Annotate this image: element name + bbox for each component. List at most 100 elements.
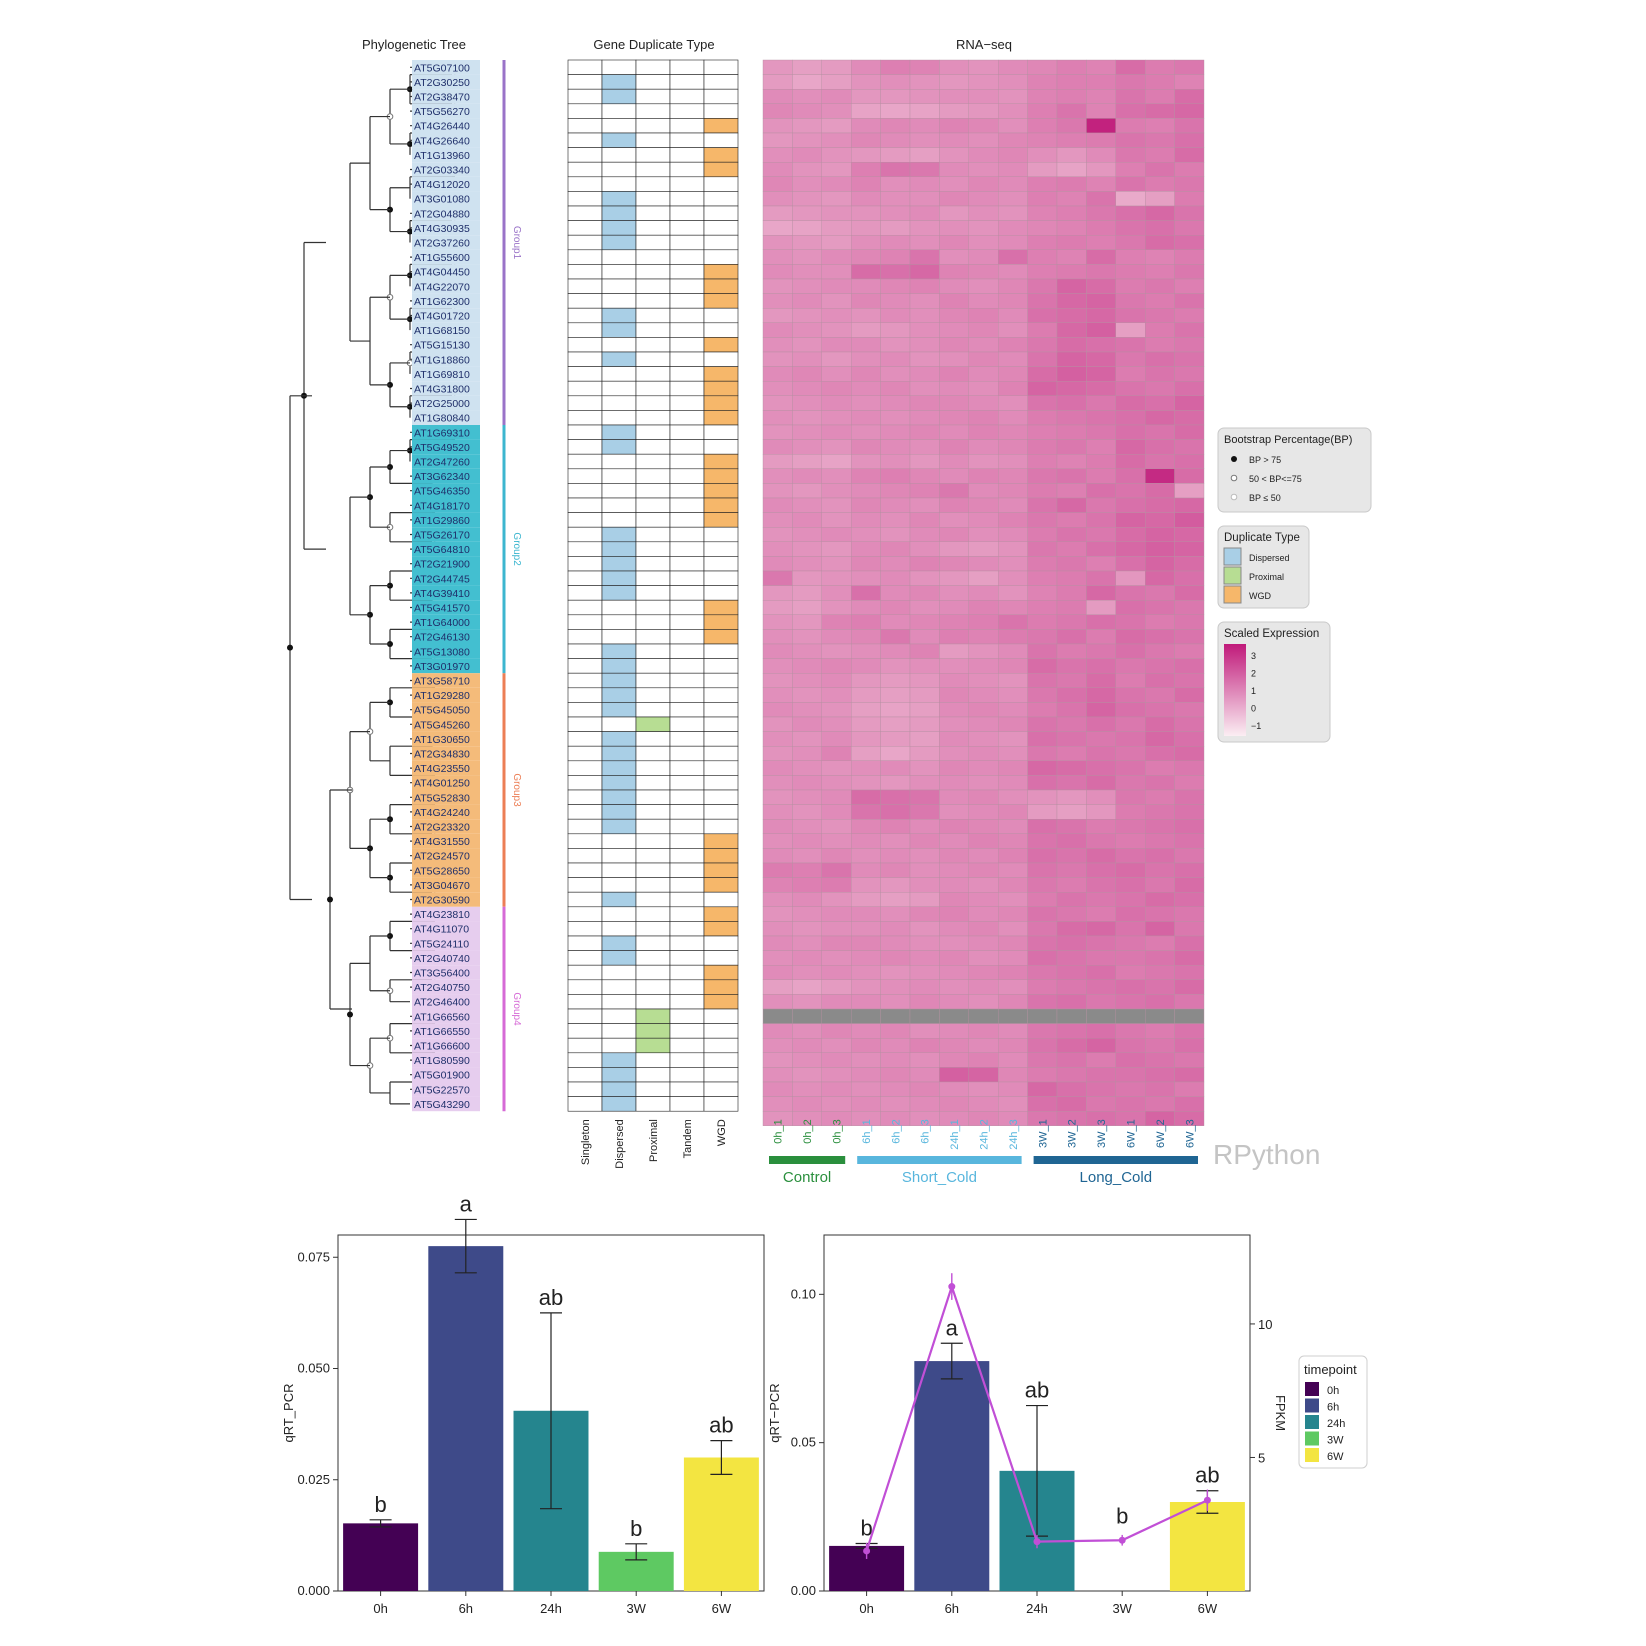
heat-cell xyxy=(1056,687,1087,703)
heat-cell xyxy=(1086,877,1117,893)
heat-cell xyxy=(1174,454,1205,470)
dup-cell xyxy=(703,570,739,586)
heat-cell xyxy=(792,892,823,908)
heat-cell xyxy=(851,819,881,835)
heat-cell xyxy=(1086,88,1117,104)
gene-label: AT5G13080 xyxy=(414,646,470,658)
bootstrap-legend-entry: BP ≤ 50 xyxy=(1249,493,1281,503)
heat-cell xyxy=(880,410,911,426)
heat-cell xyxy=(1144,994,1175,1010)
heat-cell xyxy=(1086,132,1117,148)
heat-cell xyxy=(762,673,793,689)
heat-cell xyxy=(1144,687,1175,703)
dup-cell xyxy=(635,862,671,878)
dup-cell xyxy=(635,191,671,207)
heat-cell xyxy=(1174,527,1205,543)
heat-cell xyxy=(762,410,793,426)
heat-cell xyxy=(998,264,1028,280)
heat-cell xyxy=(1056,862,1087,878)
heat-cell xyxy=(1056,322,1087,338)
dup-cell xyxy=(703,118,739,134)
heat-cell xyxy=(1144,570,1175,586)
heat-cell xyxy=(968,278,999,294)
heat-cell xyxy=(909,643,940,659)
dup-cell xyxy=(567,1037,603,1054)
gene-label-bg xyxy=(412,1082,480,1097)
gene-label: AT1G62300 xyxy=(414,296,470,308)
heat-cell xyxy=(1144,220,1175,236)
heat-cell xyxy=(1056,760,1087,776)
significance-letter: b xyxy=(630,1516,642,1541)
duplicate-legend-title: Duplicate Type xyxy=(1224,532,1300,544)
heat-cell xyxy=(1144,541,1175,557)
heat-cell xyxy=(851,351,881,367)
heat-cell xyxy=(998,220,1028,236)
heat-cell xyxy=(1056,278,1087,294)
heat-cell xyxy=(1174,1067,1205,1083)
heat-cell xyxy=(909,366,940,382)
heat-cell xyxy=(762,424,793,440)
heat-cell xyxy=(1086,234,1117,250)
heat-cell xyxy=(939,454,970,470)
dup-cell xyxy=(601,322,637,338)
heat-cell xyxy=(1056,205,1087,221)
dup-cell xyxy=(669,950,705,966)
heat-cell xyxy=(1115,556,1146,572)
heat-cell xyxy=(1144,1052,1175,1068)
heat-cell xyxy=(1174,103,1205,119)
heat-cell xyxy=(880,994,911,1010)
heat-cell xyxy=(851,862,881,878)
heat-cell xyxy=(998,848,1028,864)
rna-column-label: 0h_2 xyxy=(802,1119,814,1143)
dup-cell xyxy=(635,410,671,426)
heat-cell xyxy=(939,600,970,616)
dup-cell xyxy=(635,950,671,966)
gene-label-bg xyxy=(412,892,480,907)
heat-cell xyxy=(1027,906,1058,922)
heat-cell xyxy=(792,88,823,104)
heat-cell xyxy=(1027,979,1058,995)
heat-cell xyxy=(1056,819,1087,835)
gene-label-bg xyxy=(412,249,480,265)
heat-cell xyxy=(880,687,911,703)
heat-cell xyxy=(821,497,852,513)
dup-cell xyxy=(601,585,637,601)
heat-cell xyxy=(762,1023,793,1039)
heat-cell xyxy=(968,804,999,820)
heat-cell xyxy=(821,410,852,426)
heat-cell xyxy=(968,673,999,689)
heat-cell xyxy=(792,454,823,470)
heat-cell xyxy=(1056,1052,1087,1068)
heat-cell xyxy=(1174,687,1205,703)
gene-label: AT2G21900 xyxy=(414,559,470,571)
heat-cell xyxy=(1174,191,1205,207)
heat-cell xyxy=(851,1008,881,1024)
gene-label-bg xyxy=(412,819,480,834)
gene-label-bg xyxy=(412,191,480,206)
dup-cell xyxy=(601,833,637,849)
heat-cell xyxy=(762,468,793,484)
heat-cell xyxy=(909,1023,940,1039)
heat-cell xyxy=(821,468,852,484)
dup-cell xyxy=(567,483,603,499)
heat-cell xyxy=(1115,833,1146,849)
heat-cell xyxy=(1086,1096,1117,1112)
heat-cell xyxy=(880,965,911,981)
heat-cell xyxy=(1086,103,1117,119)
bootstrap-legend-entry: BP > 75 xyxy=(1249,455,1281,465)
heat-cell xyxy=(880,205,911,221)
heat-cell xyxy=(1056,74,1087,90)
dup-column-label: WGD xyxy=(716,1119,728,1146)
heat-cell xyxy=(998,454,1028,470)
dup-cell xyxy=(703,629,739,645)
heat-cell xyxy=(1056,176,1087,192)
heat-cell xyxy=(1174,381,1205,397)
heat-cell xyxy=(1115,1081,1146,1097)
heat-cell xyxy=(1086,322,1117,338)
dup-cell xyxy=(703,862,739,878)
heat-cell xyxy=(1174,264,1205,280)
dup-cell xyxy=(635,220,671,236)
heat-cell xyxy=(1086,570,1117,586)
heat-cell xyxy=(909,848,940,864)
heat-cell xyxy=(909,381,940,397)
